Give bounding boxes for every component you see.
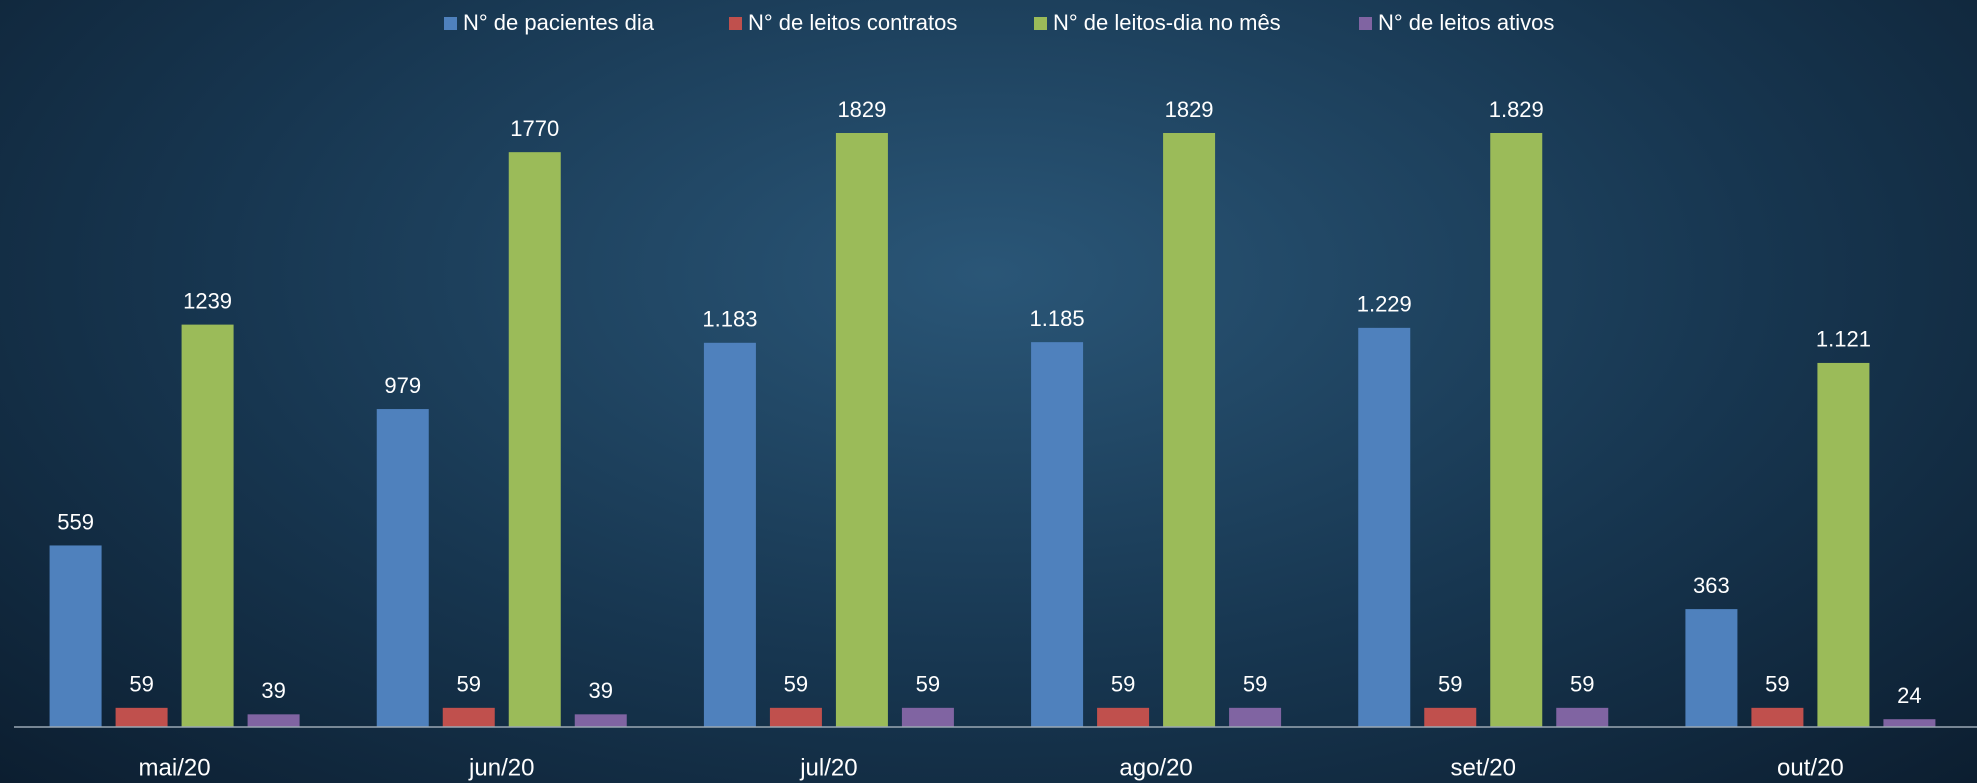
legend-swatch — [444, 17, 457, 30]
bar — [703, 342, 756, 727]
legend-label: N° de pacientes dia — [463, 10, 655, 35]
bar — [49, 545, 102, 727]
bar — [769, 707, 822, 727]
data-label: 1239 — [183, 288, 232, 313]
legend-swatch — [1034, 17, 1047, 30]
bar — [508, 152, 561, 728]
data-label: 1.185 — [1030, 306, 1085, 331]
bar — [376, 409, 429, 727]
x-tick-label: ago/20 — [1119, 754, 1192, 781]
data-label: 559 — [57, 509, 94, 534]
data-label: 59 — [1111, 672, 1135, 697]
bar — [1358, 327, 1411, 727]
bar — [1424, 707, 1477, 727]
data-label: 59 — [1765, 672, 1789, 697]
data-label: 1829 — [837, 97, 886, 122]
bar — [181, 324, 234, 727]
bar — [835, 133, 888, 727]
data-label: 1.121 — [1816, 327, 1871, 352]
bar — [1163, 133, 1216, 727]
data-label: 59 — [916, 672, 940, 697]
data-label: 59 — [784, 672, 808, 697]
legend-swatch — [1359, 17, 1372, 30]
data-label: 363 — [1693, 573, 1730, 598]
data-label: 59 — [1243, 672, 1267, 697]
x-tick-label: jul/20 — [799, 754, 857, 781]
bar — [442, 707, 495, 727]
data-label: 1829 — [1165, 97, 1214, 122]
bar — [1556, 707, 1609, 727]
bar — [1751, 707, 1804, 727]
data-label: 979 — [384, 373, 421, 398]
bar — [115, 707, 168, 727]
bar — [1097, 707, 1150, 727]
data-label: 24 — [1897, 683, 1921, 708]
legend-label: N° de leitos contratos — [748, 10, 957, 35]
bar — [247, 714, 300, 727]
data-label: 1770 — [510, 116, 559, 141]
bar — [1031, 342, 1084, 727]
bar — [1229, 707, 1282, 727]
bar — [574, 714, 627, 727]
bar — [1685, 609, 1738, 727]
data-label: 59 — [129, 672, 153, 697]
x-tick-label: out/20 — [1777, 754, 1844, 781]
bar — [1817, 362, 1870, 727]
bar — [1883, 719, 1936, 727]
bar — [1490, 133, 1543, 727]
legend-label: N° de leitos ativos — [1378, 10, 1554, 35]
data-label: 1.829 — [1489, 97, 1544, 122]
data-label: 39 — [261, 678, 285, 703]
data-label: 59 — [457, 672, 481, 697]
data-label: 59 — [1570, 672, 1594, 697]
legend-label: N° de leitos-dia no mês — [1053, 10, 1281, 35]
data-label: 39 — [589, 678, 613, 703]
x-tick-label: mai/20 — [139, 754, 211, 781]
data-label: 1.183 — [702, 307, 757, 332]
legend-swatch — [729, 17, 742, 30]
x-tick-label: jun/20 — [468, 754, 534, 781]
x-tick-label: set/20 — [1451, 754, 1516, 781]
data-label: 1.229 — [1357, 292, 1412, 317]
data-label: 59 — [1438, 672, 1462, 697]
bar — [901, 707, 954, 727]
